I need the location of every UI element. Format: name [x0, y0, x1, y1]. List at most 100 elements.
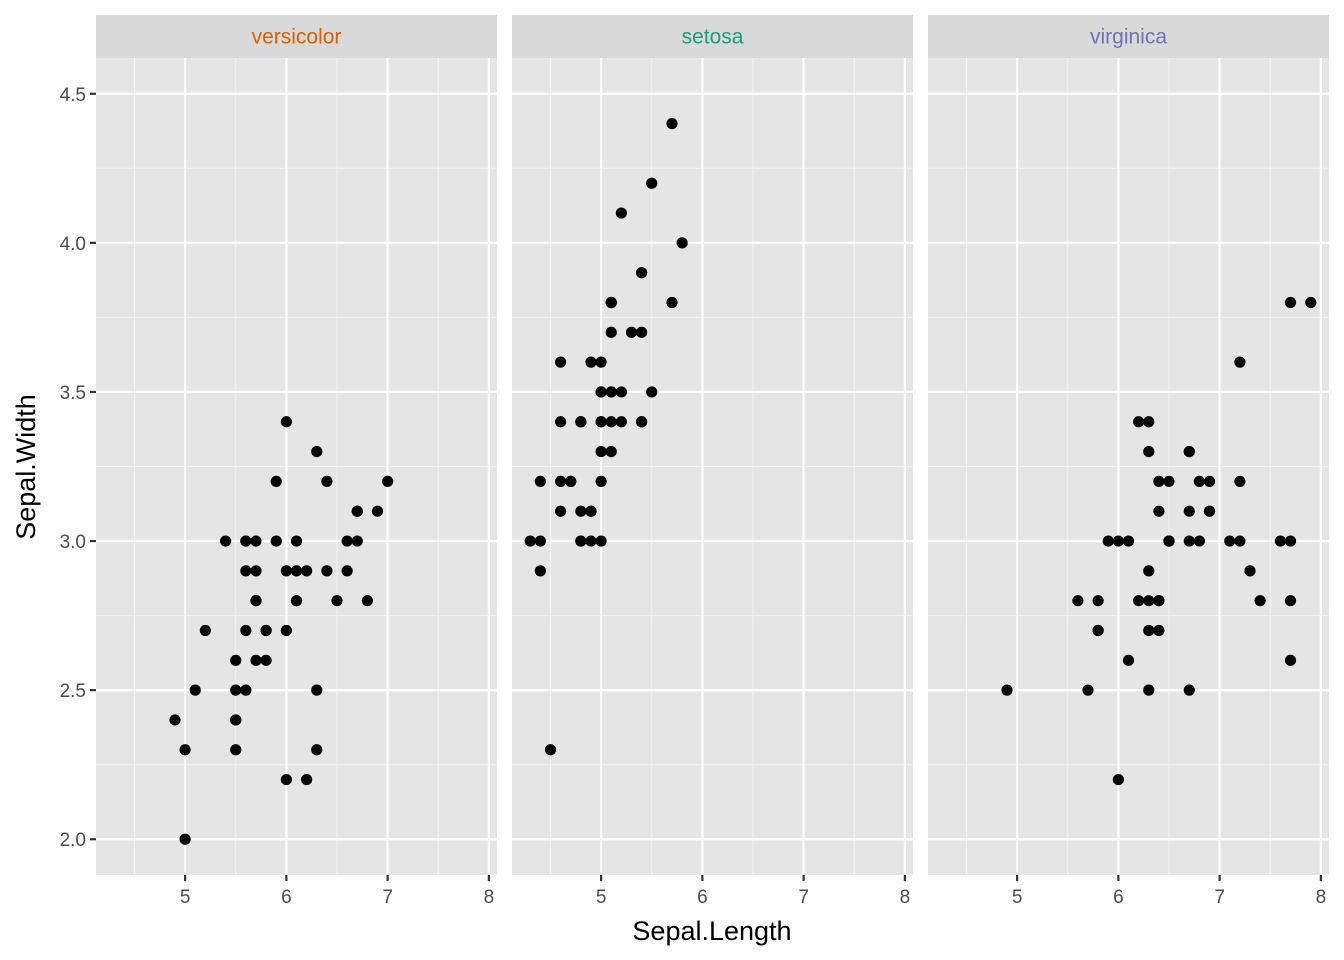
data-point — [240, 565, 252, 577]
data-point — [1203, 475, 1216, 488]
data-point — [250, 595, 262, 607]
data-point — [382, 475, 394, 488]
data-point — [585, 535, 597, 547]
data-point — [625, 326, 638, 338]
data-point — [169, 714, 181, 726]
data-point — [1143, 624, 1155, 637]
data-point — [1183, 445, 1195, 458]
panel-versicolor: versicolor 5 6 7 8 — [96, 15, 497, 908]
strip-label-virginica: virginica — [1090, 26, 1167, 49]
y-tick-label: 4.5 — [60, 85, 86, 106]
data-point — [361, 595, 373, 607]
data-point — [595, 386, 607, 398]
data-point — [280, 565, 292, 577]
data-point — [371, 505, 384, 517]
data-point — [290, 535, 303, 547]
data-point — [1224, 535, 1236, 547]
data-point — [1305, 296, 1317, 309]
y-tick-label: 2.5 — [60, 681, 86, 702]
x-tick-label: 5 — [596, 887, 607, 908]
data-point — [1183, 535, 1195, 547]
data-point — [534, 475, 546, 488]
data-point — [1092, 595, 1104, 607]
data-point — [1112, 773, 1124, 786]
data-point — [290, 565, 303, 577]
y-axis-title: Sepal.Width — [11, 394, 41, 540]
data-point — [240, 535, 252, 547]
panel-setosa: setosa 5 6 7 8 — [512, 15, 913, 908]
data-point — [1163, 535, 1175, 547]
strip-virginica-background — [928, 15, 1329, 58]
data-point — [585, 356, 597, 368]
data-point — [1234, 535, 1246, 547]
data-point — [1203, 505, 1216, 517]
data-point — [270, 535, 282, 547]
data-point — [595, 356, 607, 368]
x-tick-label: 6 — [281, 887, 292, 908]
data-point — [595, 445, 607, 458]
data-point — [1122, 535, 1135, 547]
data-point — [240, 684, 252, 696]
data-point — [1153, 475, 1165, 488]
data-point — [605, 416, 617, 428]
data-point — [1102, 535, 1114, 547]
x-tick-label: 8 — [900, 887, 911, 908]
data-point — [230, 654, 242, 666]
data-point — [1153, 505, 1165, 517]
data-point — [646, 386, 658, 398]
data-point — [676, 237, 688, 249]
data-point — [1143, 684, 1155, 696]
data-point — [1143, 595, 1155, 607]
data-point — [1163, 475, 1175, 488]
data-point — [1234, 475, 1246, 488]
data-point — [179, 833, 191, 845]
data-point — [636, 326, 648, 338]
data-point — [321, 475, 333, 488]
panels-layer: versicolor 5 6 7 8 setosa 5 6 7 8 virginica 5 6 7 8 — [96, 15, 1329, 908]
data-point — [636, 267, 648, 279]
data-point — [1122, 654, 1135, 666]
data-point — [301, 565, 313, 577]
data-point — [189, 684, 201, 696]
data-point — [1234, 356, 1246, 368]
data-point — [341, 565, 353, 577]
data-point — [1082, 684, 1094, 696]
data-point — [250, 654, 262, 666]
panel-virginica: virginica 5 6 7 8 — [928, 15, 1329, 908]
data-point — [1133, 416, 1145, 428]
x-tick-label: 6 — [697, 887, 708, 908]
y-tick-label: 3.5 — [60, 383, 86, 404]
strip-versicolor-background — [96, 15, 497, 58]
x-tick-label: 5 — [1012, 887, 1023, 908]
data-point — [605, 326, 617, 338]
data-point — [615, 386, 627, 398]
data-point — [280, 416, 292, 428]
data-point — [1143, 565, 1155, 577]
data-point — [1284, 535, 1297, 547]
data-point — [555, 416, 567, 428]
data-point — [280, 624, 292, 637]
x-tick-label: 6 — [1113, 887, 1124, 908]
data-point — [311, 684, 323, 696]
data-point — [321, 565, 333, 577]
data-point — [605, 386, 617, 398]
x-tick-label: 7 — [1214, 887, 1225, 908]
data-point — [544, 744, 557, 756]
data-point — [666, 296, 678, 309]
data-point — [575, 416, 587, 428]
data-point — [260, 654, 272, 666]
data-point — [605, 445, 617, 458]
data-point — [1153, 595, 1165, 607]
y-tick-label: 2.0 — [60, 830, 86, 851]
data-point — [230, 714, 242, 726]
data-point — [565, 475, 577, 488]
x-tick-label: 5 — [180, 887, 191, 908]
data-point — [179, 744, 191, 756]
data-point — [1112, 535, 1124, 547]
data-point — [199, 624, 211, 637]
data-point — [1183, 505, 1195, 517]
data-point — [220, 535, 232, 547]
y-axis: 2.0 2.5 3.0 3.5 4.0 4.5 — [60, 85, 96, 851]
data-point — [331, 595, 343, 607]
